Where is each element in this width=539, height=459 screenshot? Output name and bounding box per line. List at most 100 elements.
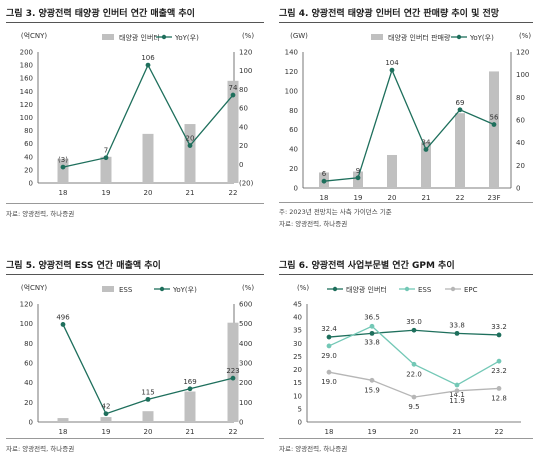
data-point xyxy=(496,358,502,364)
bottom-rule xyxy=(6,438,264,439)
x-tick-label: 20 xyxy=(410,428,419,436)
chart-title: 그림 5. 양광전력 ESS 연간 매출액 추이 xyxy=(6,261,161,271)
y-right-tick-label: 80 xyxy=(239,86,248,94)
data-point xyxy=(389,67,395,73)
data-point xyxy=(454,330,460,336)
data-point xyxy=(230,375,236,381)
chart-title: 그림 3. 양광전력 태양광 인버터 연간 매출액 추이 xyxy=(6,9,195,19)
x-tick-label: 20 xyxy=(388,194,397,202)
y-right-tick-label: 120 xyxy=(516,49,529,57)
y-right-tick-label: 0 xyxy=(239,161,243,169)
x-tick-label: 21 xyxy=(422,194,431,202)
data-label: 115 xyxy=(141,388,154,396)
y-right-tick-label: 20 xyxy=(516,162,525,170)
data-point xyxy=(369,330,375,336)
data-label: 20 xyxy=(186,135,195,143)
data-label: 22.0 xyxy=(406,370,422,378)
data-point xyxy=(103,411,109,417)
x-tick-label: 18 xyxy=(59,189,68,197)
title-rule xyxy=(279,22,533,23)
legend-swatch xyxy=(456,34,462,40)
chart-svg-1: (억CNY) (%)020406080100120140160180200(20)… xyxy=(20,32,255,197)
y-left-unit: (억CNY) xyxy=(21,32,48,40)
data-label: 36.5 xyxy=(364,313,380,321)
data-label: 35.0 xyxy=(406,318,422,326)
legend-label: YoY(우) xyxy=(172,286,197,294)
x-tick-label: 19 xyxy=(102,189,111,197)
data-label: 69 xyxy=(456,99,465,107)
y-left-tick-label: 20 xyxy=(293,366,302,374)
y-left-tick-label: 80 xyxy=(24,340,33,348)
title-rule xyxy=(6,274,264,275)
y-right-tick-label: 60 xyxy=(516,117,525,125)
y-left-tick-label: 180 xyxy=(20,62,33,70)
legend-swatch xyxy=(159,286,165,292)
y-left-tick-label: 15 xyxy=(293,379,302,387)
y-left-unit: (GW) xyxy=(290,32,308,40)
data-label: 12.8 xyxy=(491,394,507,402)
y-left-tick-label: 160 xyxy=(20,75,33,83)
x-tick-label: 21 xyxy=(186,428,195,436)
y-right-tick-label: 60 xyxy=(239,105,248,113)
data-label: 42 xyxy=(102,403,111,411)
legend-label: 태양광 인버터 판매량 xyxy=(388,33,451,42)
chart-svg-3: (억CNY) (%) 0 20 40 60 80 100 120 0 100 200 300 400 500… xyxy=(20,284,255,436)
data-label: 74 xyxy=(229,84,238,92)
data-point xyxy=(454,388,460,394)
bottom-rule xyxy=(6,203,264,204)
y-left-tick-label: 200 xyxy=(20,49,33,57)
series-line xyxy=(323,68,495,182)
data-point xyxy=(187,143,193,148)
y-left-tick-label: 0 xyxy=(294,185,298,193)
data-point xyxy=(326,343,332,349)
y-right-tick-label: 300 xyxy=(239,360,252,368)
y-right-tick-label: 400 xyxy=(239,340,252,348)
data-point xyxy=(187,386,193,392)
y-left-tick-label: 100 xyxy=(20,114,33,122)
y-right-unit: (%) xyxy=(242,32,254,40)
chart-svg-2: (GW) (%) 0 20 40 60 80 100 120 140 0 20 40 60 80 100 120… xyxy=(285,32,532,202)
bar xyxy=(142,411,154,422)
y-left-tick-label: 25 xyxy=(293,353,302,361)
data-point xyxy=(369,323,375,329)
y-right-unit: (%) xyxy=(519,32,531,40)
legend-label: YoY(우) xyxy=(469,34,494,42)
data-point xyxy=(496,386,502,391)
x-tick-label: 19 xyxy=(102,428,111,436)
data-label: 15.9 xyxy=(364,386,380,394)
x-tick-label: 23F xyxy=(488,194,501,202)
y-right-tick-label: 20 xyxy=(239,142,248,150)
y-left-tick-label: 0 xyxy=(298,419,302,427)
legend-swatch xyxy=(371,34,383,40)
y-left-tick-label: 0 xyxy=(29,180,33,188)
y-left-tick-label: 20 xyxy=(289,165,298,173)
data-label: 7 xyxy=(104,147,108,155)
data-point xyxy=(60,322,66,327)
y-left-tick-label: 100 xyxy=(20,320,33,328)
y-left-tick-label: 60 xyxy=(24,140,33,148)
y-right-unit: (%) xyxy=(242,284,254,292)
bar xyxy=(100,417,112,422)
y-left-tick-label: 20 xyxy=(24,166,33,174)
x-tick-label: 22 xyxy=(229,189,238,197)
y-right-tick-label: 200 xyxy=(239,379,252,387)
x-tick-label: 22 xyxy=(495,428,504,436)
bar xyxy=(489,71,499,188)
y-left-tick-label: 60 xyxy=(24,360,33,368)
bar xyxy=(421,142,431,188)
data-point xyxy=(230,92,236,98)
bar xyxy=(455,113,465,188)
y-left-tick-label: 140 xyxy=(20,88,33,96)
bar xyxy=(184,391,196,422)
data-label: 6 xyxy=(322,170,327,178)
y-left-tick-label: 60 xyxy=(289,126,298,134)
y-right-tick-label: 0 xyxy=(516,185,520,193)
data-label: 56 xyxy=(490,114,499,122)
data-label: 104 xyxy=(385,59,399,67)
y-left-tick-label: 30 xyxy=(293,340,302,348)
data-point xyxy=(355,175,361,181)
y-left-tick-label: 120 xyxy=(20,101,33,109)
chart-panel-2: 그림 4. 양광전력 태양광 인버터 연간 판매량 추이 및 전망 (GW) (%… xyxy=(279,6,535,236)
y-right-tick-label: (20) xyxy=(239,180,254,188)
chart-source: 자료: 양광전력, 하나증권 xyxy=(6,445,75,453)
